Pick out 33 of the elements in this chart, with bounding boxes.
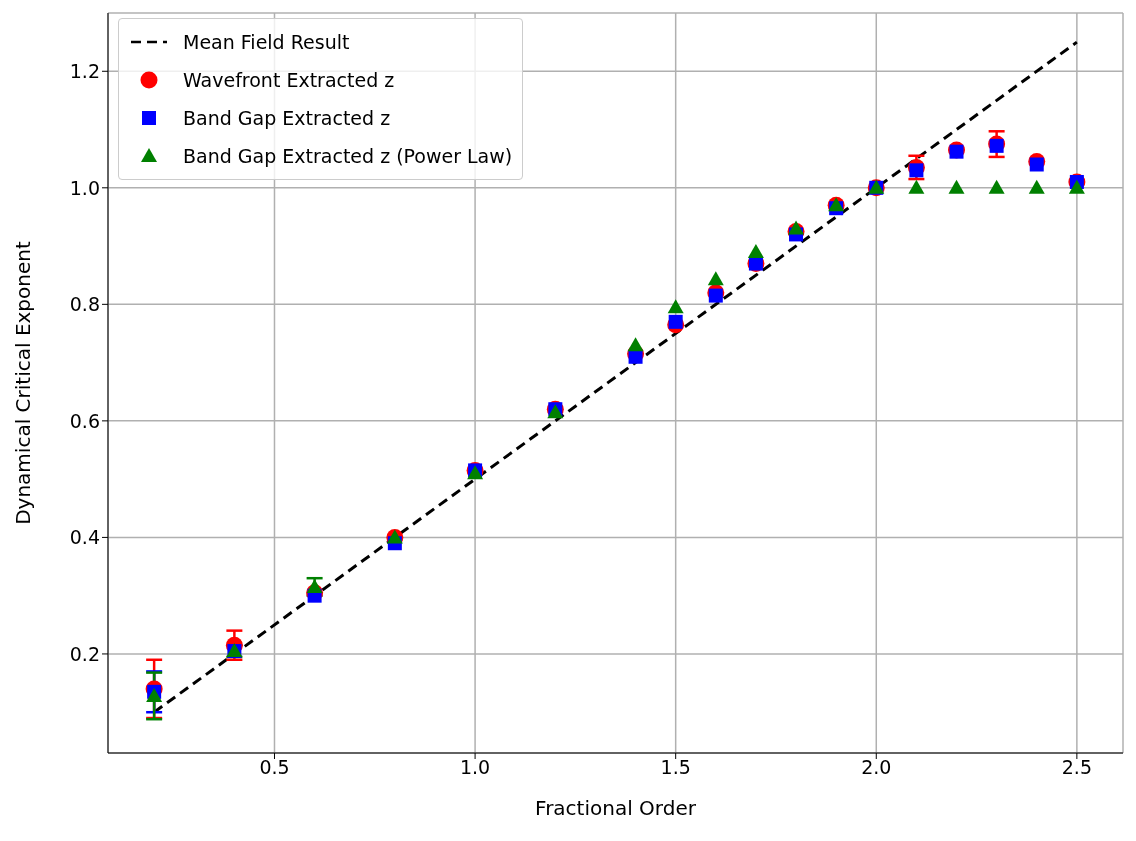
y-tick-label: 1.0	[69, 176, 100, 199]
x-tick-label: 2.0	[861, 756, 892, 779]
legend-label: Band Gap Extracted z (Power Law)	[183, 145, 513, 167]
legend-label: Mean Field Result	[183, 31, 350, 53]
y-axis-title: Dynamical Critical Exponent	[11, 241, 36, 525]
point	[948, 179, 965, 194]
x-tick-label: 0.5	[259, 756, 290, 779]
point	[667, 299, 684, 314]
point	[1028, 179, 1045, 194]
point	[668, 314, 683, 329]
point	[747, 243, 764, 258]
point	[988, 179, 1005, 194]
point	[909, 163, 924, 178]
y-tick-label: 0.2	[69, 642, 100, 665]
point	[707, 271, 724, 286]
y-tick-label: 0.8	[69, 293, 100, 316]
y-tick-label: 1.2	[69, 60, 100, 83]
y-tick-label: 0.4	[69, 526, 100, 549]
point	[627, 337, 644, 352]
point	[788, 220, 805, 235]
legend-label: Wavefront Extracted z	[183, 69, 395, 91]
y-tick-label: 0.6	[69, 409, 100, 432]
point	[908, 179, 925, 194]
point	[708, 288, 723, 303]
legend-label: Band Gap Extracted z	[183, 107, 391, 129]
x-tick-label: 2.5	[1061, 756, 1092, 779]
x-tick-label: 1.5	[660, 756, 691, 779]
point	[1068, 179, 1085, 194]
point	[1029, 157, 1044, 172]
point	[306, 578, 323, 593]
point	[628, 349, 643, 364]
x-axis-title: Fractional Order	[535, 796, 697, 820]
x-tick-label: 1.0	[459, 756, 491, 779]
